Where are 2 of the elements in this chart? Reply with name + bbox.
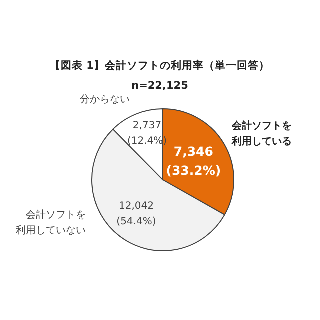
title: 【図表 1】会計ソフトの利用率（単一回答） [50, 60, 270, 72]
subtitle: n=22,125 [132, 80, 188, 92]
